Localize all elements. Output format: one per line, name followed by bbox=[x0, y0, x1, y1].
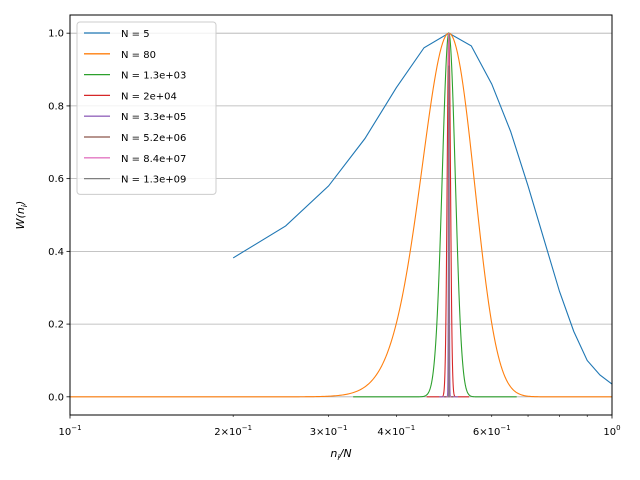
y-tick-label: 1.0 bbox=[48, 29, 64, 40]
x-axis-label-sub: i bbox=[337, 453, 340, 462]
y-axis-label-base: W(n bbox=[14, 207, 27, 229]
legend-label-6: N = 8.4e+07 bbox=[121, 154, 186, 165]
series-layer bbox=[70, 32, 613, 398]
legend-label-0: N = 5 bbox=[121, 29, 150, 40]
series-line-2 bbox=[353, 32, 517, 398]
y-tick-label: 0.2 bbox=[48, 320, 64, 331]
x-tick-label-major: 10−1 bbox=[58, 424, 81, 438]
series-line-7 bbox=[447, 65, 451, 398]
labels-layer: ni/N W(ni) bbox=[14, 201, 352, 462]
x-tick-label-minor: 6×10−1 bbox=[473, 424, 511, 438]
legend-label-7: N = 1.3e+09 bbox=[121, 175, 186, 186]
legend-label-3: N = 2e+04 bbox=[121, 91, 177, 102]
y-tick-label: 0.4 bbox=[48, 247, 64, 258]
legend-frame bbox=[76, 21, 217, 195]
x-tick-label-major: 100 bbox=[603, 424, 620, 438]
y-tick-label: 0.8 bbox=[48, 101, 64, 112]
legend-label-2: N = 1.3e+03 bbox=[121, 71, 186, 82]
y-axis-label-sub: i bbox=[20, 204, 29, 207]
y-tick-label: 0.6 bbox=[48, 174, 64, 185]
legend-label-1: N = 80 bbox=[121, 50, 156, 61]
x-axis-label-base: n bbox=[330, 447, 337, 460]
y-axis-label: W(ni) bbox=[14, 201, 29, 230]
series-line-3 bbox=[426, 33, 470, 398]
x-tick-label-minor: 4×10−1 bbox=[377, 424, 415, 438]
plot-frame bbox=[69, 14, 613, 416]
x-tick-label-minor: 3×10−1 bbox=[310, 424, 348, 438]
y-axis-label-tail: ) bbox=[14, 201, 27, 206]
legend-label-5: N = 5.2e+06 bbox=[121, 133, 186, 144]
legend: N = 5 N = 80 N = 1.3e+03 N = 2e+04 N = 3.3e+… bbox=[76, 21, 217, 195]
x-axis-label-tail: /N bbox=[339, 447, 352, 460]
x-axis-label: ni/N bbox=[330, 447, 351, 462]
y-tick-label: 0.0 bbox=[48, 392, 64, 403]
legend-label-4: N = 3.3e+05 bbox=[121, 112, 186, 123]
series-line-0 bbox=[232, 32, 613, 385]
x-tick-label-minor: 2×10−1 bbox=[214, 424, 252, 438]
ticks-layer: 0.0 0.2 0.4 0.6 0.8 1.0 10−1 100 2×10−1 3×10−1 4×1… bbox=[48, 29, 621, 438]
series-line-1 bbox=[70, 32, 612, 398]
